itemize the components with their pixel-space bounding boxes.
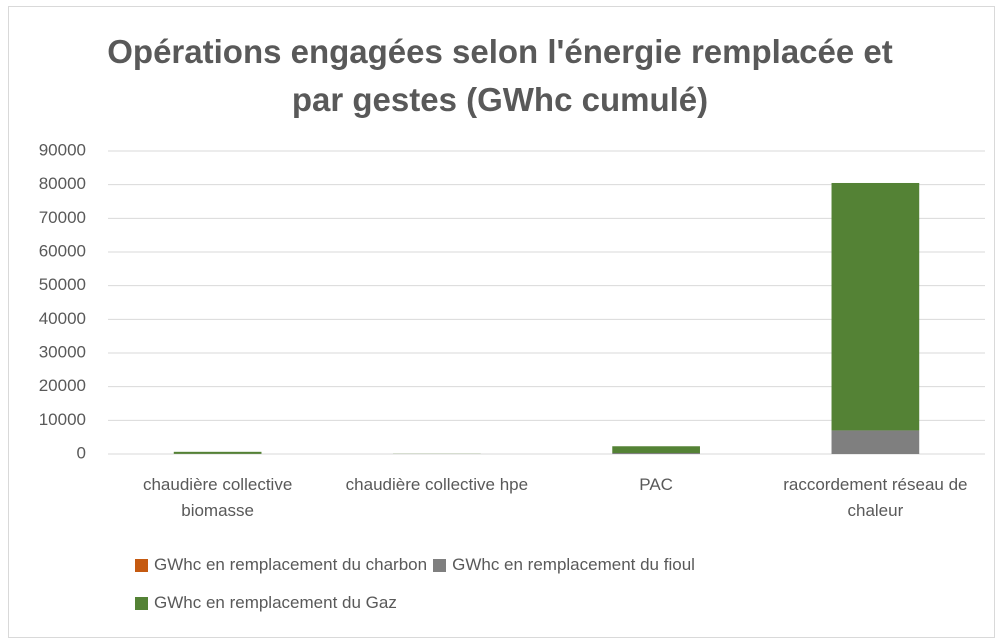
legend-swatch [433,558,447,572]
x-tick-label: PAC [639,475,673,494]
legend-item: GWhc en remplacement du charbon [135,555,427,575]
legend-label: GWhc en remplacement du Gaz [154,593,397,612]
bar-segment [831,182,920,431]
y-tick-label: 90000 [39,140,86,159]
x-tick-label: raccordement réseau de chaleur [783,475,968,520]
x-tick-label: chaudière collective biomasse [142,475,293,520]
y-tick-label: 30000 [39,342,86,361]
y-tick-label: 0 [77,443,86,462]
chart-frame [8,6,995,638]
y-tick-label: 60000 [39,241,86,260]
legend-swatch [135,596,148,610]
bar-segment [173,451,262,454]
x-tick-label: chaudière collective hpe [345,475,529,494]
bar-segment [612,446,700,453]
y-tick-label: 50000 [39,275,86,294]
y-tick-label: 70000 [39,208,86,227]
y-tick-label: 20000 [39,376,86,395]
bar-segment [612,452,700,454]
legend: GWhc en remplacement du charbon GWhc en r… [135,555,875,613]
legend-item: GWhc en remplacement du Gaz [135,593,397,613]
legend-label: GWhc en remplacement du charbon [154,555,428,574]
legend-label: GWhc en remplacement du fioul [452,555,695,574]
bar-segment [831,430,920,454]
legend-item: GWhc en remplacement du fioul [433,555,695,575]
legend-swatch [135,558,148,572]
chart-title: Opérations engagées selon l'énergie remp… [107,33,893,118]
y-tick-label: 10000 [39,410,86,429]
y-tick-label: 80000 [39,174,86,193]
y-tick-label: 40000 [39,309,86,328]
